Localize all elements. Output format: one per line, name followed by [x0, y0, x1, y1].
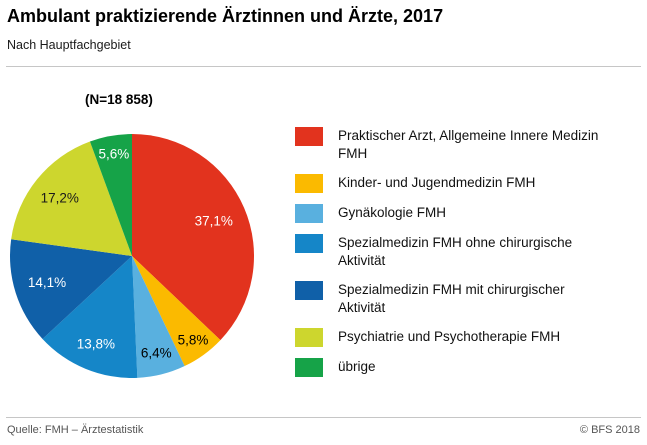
legend-label: Praktischer Arzt, Allgemeine Innere Medi… [338, 128, 599, 161]
sample-size-label: (N=18 858) [85, 92, 153, 107]
legend-swatch [295, 234, 323, 253]
chart-subtitle: Nach Hauptfachgebiet [7, 38, 131, 52]
legend-label: Psychiatrie und Psychotherapie FMH [338, 329, 561, 344]
pie-slice-4 [42, 256, 138, 378]
footer: Quelle: FMH – Ärztestatistik © BFS 2018 [7, 424, 640, 436]
pie-slice-label: 14,1% [28, 275, 66, 290]
pie-slice-6 [11, 141, 132, 256]
legend-swatch [295, 281, 323, 300]
legend-item: Praktischer Arzt, Allgemeine Innere Medi… [295, 127, 625, 163]
legend-swatch [295, 204, 323, 223]
legend-item: Spezialmedizin FMH mit chirurgischer Akt… [295, 281, 625, 317]
pie-slice-label: 37,1% [195, 213, 233, 228]
legend-item: Kinder- und Jugendmedizin FMH [295, 174, 625, 193]
legend-swatch [295, 328, 323, 347]
page-title: Ambulant praktizierende Ärztinnen und Är… [7, 6, 444, 26]
legend-swatch [295, 127, 323, 146]
copyright-text: © BFS 2018 [579, 424, 640, 436]
pie-slice-label: 5,6% [99, 146, 130, 161]
pie-slice-2 [132, 256, 221, 367]
header-divider [6, 66, 641, 67]
pie-slice-5 [9, 239, 132, 339]
pie-slice-3 [132, 256, 185, 378]
legend-swatch [295, 358, 323, 377]
pie-chart: 37,1% 5,8% 6,4% 13,8% 14,1% 17,2% 5,6% [9, 134, 255, 378]
pie-slice-7 [89, 134, 132, 256]
legend-label: übrige [338, 359, 376, 374]
legend-item: Gynäkologie FMH [295, 204, 625, 223]
source-text: Quelle: FMH – Ärztestatistik [7, 424, 144, 436]
pie-slice-label: 13,8% [77, 337, 115, 352]
legend: Praktischer Arzt, Allgemeine Innere Medi… [295, 127, 625, 388]
legend-item: Spezialmedizin FMH ohne chirurgische Akt… [295, 234, 625, 270]
legend-label: Gynäkologie FMH [338, 205, 447, 220]
legend-item: Psychiatrie und Psychotherapie FMH [295, 328, 625, 347]
legend-label: Spezialmedizin FMH ohne chirurgische Akt… [338, 235, 573, 268]
footer-divider [6, 417, 641, 418]
legend-label: Spezialmedizin FMH mit chirurgischer Akt… [338, 282, 565, 315]
legend-item: übrige [295, 358, 625, 377]
pie-slice-label: 5,8% [178, 332, 209, 347]
pie-slice-label: 17,2% [41, 190, 79, 205]
pie-slice-label: 6,4% [141, 346, 172, 361]
pie-slice-1 [132, 134, 255, 341]
legend-label: Kinder- und Jugendmedizin FMH [338, 175, 536, 190]
legend-swatch [295, 174, 323, 193]
